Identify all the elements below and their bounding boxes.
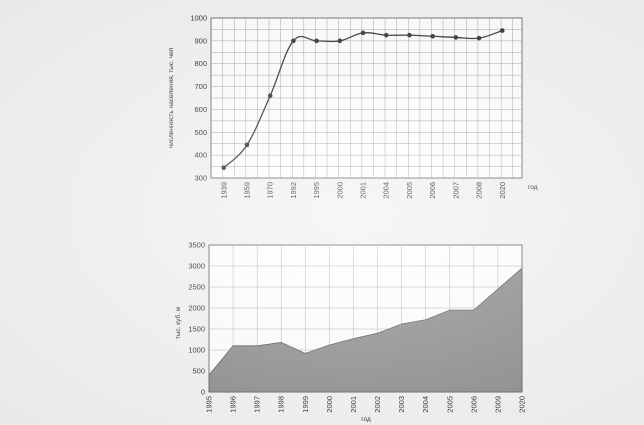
x-tick-label: 1995 xyxy=(312,182,321,199)
y-tick-label: 2500 xyxy=(188,283,205,292)
x-tick-label: 2004 xyxy=(382,182,391,199)
y-axis-ticks: 300 400 500 600 700 800 900 1000 xyxy=(190,14,207,183)
y-tick-label: 600 xyxy=(194,105,207,114)
x-tick-label: 2000 xyxy=(335,182,344,199)
y-tick-label: 700 xyxy=(194,82,207,91)
y-tick-label: 300 xyxy=(194,174,207,183)
x-tick-label: 1959 xyxy=(242,182,251,199)
y-axis-label: численность населения, тыс. чел xyxy=(168,47,175,148)
x-tick-label: 2020 xyxy=(518,396,527,413)
population-series-points xyxy=(221,28,505,171)
x-tick-label: 1997 xyxy=(253,396,262,413)
x-tick-label: 2008 xyxy=(475,182,484,199)
x-tick-label: 2001 xyxy=(349,396,358,413)
y-tick-label: 1000 xyxy=(188,346,205,355)
y-tick-label: 3500 xyxy=(188,241,205,250)
y-tick-label: 500 xyxy=(192,367,205,376)
x-tick-label: 2000 xyxy=(325,396,334,413)
data-point xyxy=(267,93,273,99)
y-tick-label: 2000 xyxy=(188,304,205,313)
x-axis-label: год xyxy=(528,184,538,191)
data-point xyxy=(407,32,412,38)
y-tick-label: 0 xyxy=(201,388,205,397)
x-tick-label: 2006 xyxy=(428,182,437,199)
data-point xyxy=(383,32,389,38)
y-tick-label: 1500 xyxy=(188,325,205,334)
x-tick-label: 1992 xyxy=(289,182,298,199)
data-point xyxy=(453,35,459,40)
y-tick-label: 800 xyxy=(194,59,207,68)
y-tick-label: 900 xyxy=(194,36,207,45)
x-tick-label: 2004 xyxy=(421,396,430,413)
data-point xyxy=(360,30,366,36)
x-axis-label: год xyxy=(361,416,371,423)
x-tick-label: 1999 xyxy=(301,396,310,413)
x-tick-label: 2009 xyxy=(493,396,502,413)
data-point xyxy=(476,35,482,41)
x-tick-label: 2002 xyxy=(373,396,382,413)
x-axis-ticks: 1995 1996 1997 1998 1999 2000 2001 2002 2003 2004… xyxy=(205,396,527,413)
x-tick-label: 2005 xyxy=(445,396,454,413)
x-tick-label: 2007 xyxy=(451,182,460,199)
data-point xyxy=(337,38,343,44)
grid xyxy=(211,18,522,178)
data-point xyxy=(221,165,227,171)
volume-series-area xyxy=(208,267,523,393)
x-tick-label: 2006 xyxy=(469,396,478,413)
data-point xyxy=(430,33,435,39)
data-point xyxy=(314,38,319,44)
y-tick-label: 1000 xyxy=(190,14,207,23)
data-point xyxy=(244,142,250,148)
y-tick-label: 400 xyxy=(194,151,207,160)
data-point xyxy=(499,28,505,33)
x-axis-ticks: 1939 1959 1970 1992 1995 2000 2001 2004 2005 2006… xyxy=(219,182,507,199)
x-tick-label: 2005 xyxy=(405,182,414,199)
y-axis-ticks: 0 500 1000 1500 2000 2500 3000 3500 xyxy=(188,241,205,397)
x-tick-label: 1996 xyxy=(229,396,238,413)
x-tick-label: 1939 xyxy=(219,182,228,199)
x-tick-label: 2020 xyxy=(498,182,507,199)
y-tick-label: 500 xyxy=(194,128,207,137)
data-point xyxy=(291,38,296,44)
x-tick-label: 1970 xyxy=(266,182,275,199)
x-tick-label: 1998 xyxy=(277,396,286,413)
y-tick-label: 3000 xyxy=(188,262,205,271)
x-tick-label: 1995 xyxy=(205,396,214,413)
y-axis-label: тыс. куб. м xyxy=(174,306,182,339)
x-tick-label: 2003 xyxy=(397,396,406,413)
x-tick-label: 2001 xyxy=(359,182,368,199)
